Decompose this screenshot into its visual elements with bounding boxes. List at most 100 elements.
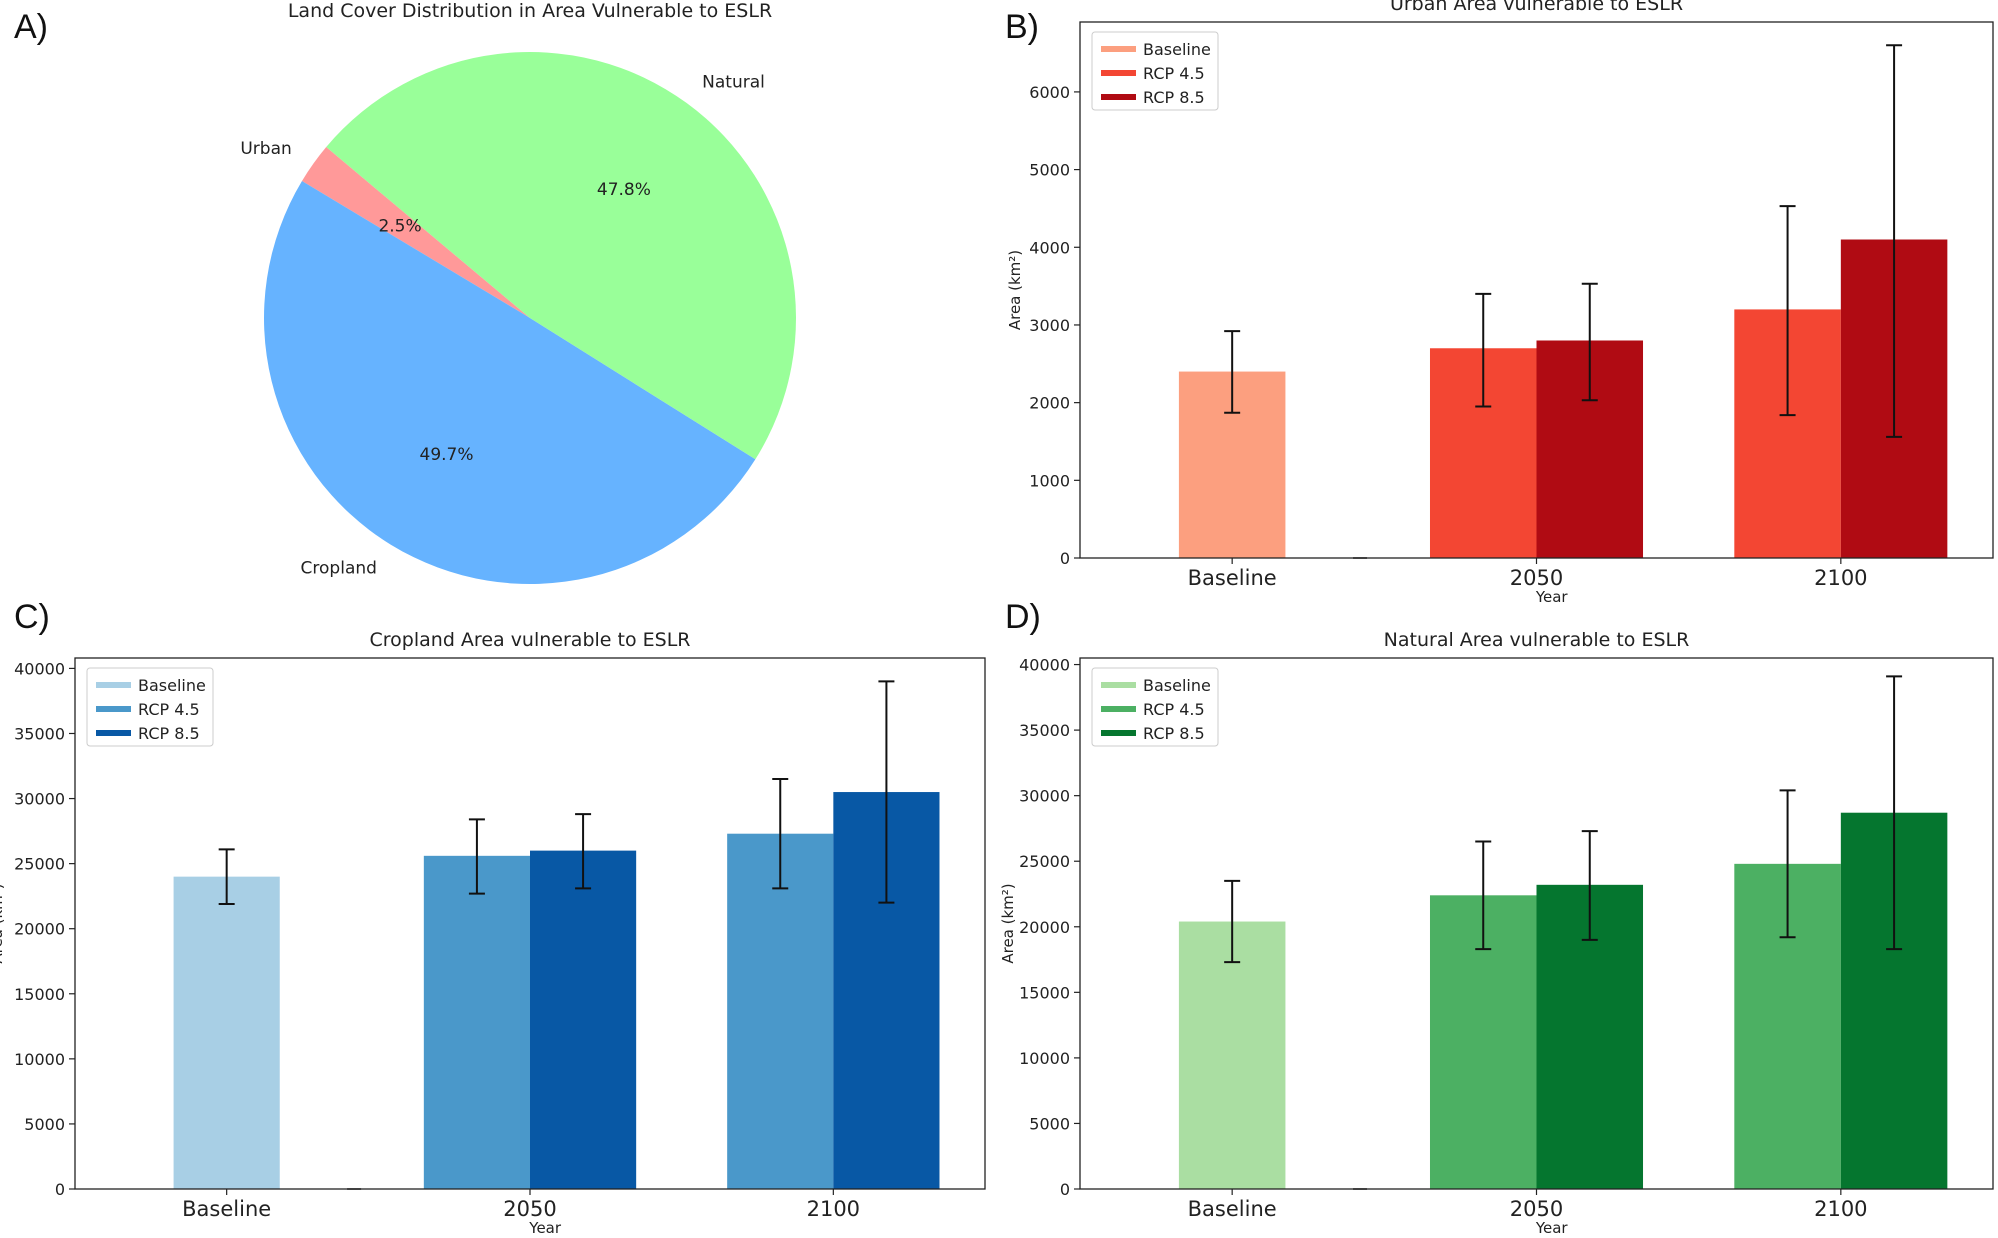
x-tick-label-2100: 2100 [1814,1197,1867,1221]
pie-chart: Land Cover Distribution in Area Vulnerab… [240,0,797,585]
x-axis-label: Year [528,1219,562,1237]
y-tick-label: 2000 [1029,394,1070,413]
legend-label-rcp-4-5: RCP 4.5 [1143,700,1205,719]
urban-bar-chart: Urban Area vulnerable to ESLR 0 1000 2000 30… [1006,0,1994,606]
y-tick-label: 35000 [1019,721,1070,740]
legend: Baseline RCP 4.5 RCP 8.5 [1091,667,1219,747]
pie-label-urban: Urban [240,139,291,159]
legend: Baseline RCP 4.5 RCP 8.5 [86,667,214,747]
x-tick-label-2100: 2100 [1814,566,1867,590]
legend-swatch-rcp-8-5 [96,730,131,736]
x-tick-label-baseline: Baseline [1188,566,1277,590]
bar-baseline-baseline [173,876,280,1189]
bar-rcp-4-5-2100 [727,833,834,1189]
y-tick-label: 15000 [14,985,65,1004]
legend-swatch-baseline [1101,46,1136,52]
error-bar-rcp-8-5-2100 [1886,44,1903,438]
y-tick-label: 1000 [1029,471,1070,490]
y-tick-label: 40000 [14,659,65,678]
pie-pct-cropland: 49.7% [420,445,474,465]
error-bar-rcp-8-5-2050 [1581,830,1598,941]
x-axis-label: Year [1535,1219,1569,1237]
panel-letter-c: C) [14,598,50,636]
legend-label-rcp-8-5: RCP 8.5 [138,724,200,743]
y-axis-label: Area (km²) [999,883,1017,963]
legend-label-baseline: Baseline [138,676,206,695]
y-tick-label: 20000 [14,920,65,939]
legend-swatch-rcp-4-5 [96,706,131,712]
y-tick-label: 20000 [1019,918,1070,937]
plot-frame [1079,657,1994,1190]
y-tick-label: 5000 [1029,1114,1070,1133]
error-bar-rcp-4-5-2100 [1779,205,1796,417]
y-tick-label: 6000 [1029,83,1070,102]
y-tick-label: 5000 [1029,161,1070,180]
legend-swatch-baseline [1101,682,1136,688]
chart-title: Urban Area vulnerable to ESLR [1390,0,1683,15]
legend-label-rcp-8-5: RCP 8.5 [1143,88,1205,107]
y-tick-label: 40000 [1019,656,1070,675]
y-tick-label: 10000 [14,1050,65,1069]
bar-rcp-8-5-2050 [530,850,637,1189]
natural-bar-chart: Natural Area vulnerable to ESLR 0 5000 1000… [999,629,1994,1237]
chart-title: Cropland Area vulnerable to ESLR [370,629,691,651]
legend-swatch-baseline [96,682,131,688]
error-bar-rcp-8-5-2100 [1886,675,1903,951]
error-bar-baseline-baseline [1224,330,1241,414]
bar-baseline-baseline [1178,921,1286,1189]
pie-label-natural: Natural [702,72,765,92]
legend-label-baseline: Baseline [1143,40,1211,59]
y-tick-label: 5000 [24,1115,65,1134]
legend-label-rcp-4-5: RCP 4.5 [138,700,200,719]
y-axis-label: Area (km²) [0,883,6,963]
y-tick-label: 0 [1060,1180,1070,1199]
legend-label-rcp-8-5: RCP 8.5 [1143,724,1205,743]
x-tick-label-2050: 2050 [1510,1197,1563,1221]
error-bar-baseline-baseline [1224,879,1241,964]
legend-swatch-rcp-8-5 [1101,94,1136,100]
panel-letter-a: A) [14,8,48,46]
pie-pct-natural: 47.8% [597,180,651,200]
legend-swatch-rcp-8-5 [1101,730,1136,736]
legend-label-rcp-4-5: RCP 4.5 [1143,64,1205,83]
error-bar-rcp-8-5-2100 [878,680,895,904]
error-bar-baseline-baseline [218,848,235,905]
x-tick-label-2050: 2050 [1510,566,1563,590]
legend: Baseline RCP 4.5 RCP 8.5 [1091,31,1219,111]
pie-pct-urban: 2.5% [378,216,421,236]
legend-swatch-rcp-4-5 [1101,706,1136,712]
panel-letter-b: B) [1005,8,1039,46]
x-tick-label-2100: 2100 [807,1197,860,1221]
pie-slice-natural [326,51,797,460]
error-bar-rcp-4-5-2050 [1475,840,1492,951]
error-bar-rcp-8-5-2050 [1581,282,1598,402]
y-tick-label: 15000 [1019,983,1070,1002]
pie-title: Land Cover Distribution in Area Vulnerab… [288,0,772,22]
plot-frame [74,657,986,1190]
error-bar-rcp-4-5-2050 [468,818,485,895]
x-axis-label: Year [1535,588,1569,606]
legend-swatch-rcp-4-5 [1101,70,1136,76]
y-axis-label: Area (km²) [1006,250,1024,330]
x-tick-label-baseline: Baseline [1188,1197,1277,1221]
y-tick-label: 4000 [1029,238,1070,257]
y-tick-label: 30000 [14,790,65,809]
y-tick-label: 35000 [14,724,65,743]
chart-title: Natural Area vulnerable to ESLR [1384,629,1690,651]
bar-rcp-4-5-2050 [423,855,530,1189]
y-tick-label: 25000 [14,855,65,874]
pie-slice-urban [301,147,530,318]
y-tick-label: 0 [1060,549,1070,568]
pie-label-cropland: Cropland [301,558,377,578]
x-tick-label-2050: 2050 [503,1197,556,1221]
y-tick-label: 0 [55,1180,65,1199]
error-bar-rcp-8-5-2050 [575,813,592,890]
cropland-bar-chart: Cropland Area vulnerable to ESLR 0 5000 100… [0,629,986,1237]
panel-letter-d: D) [1005,598,1041,636]
plot-frame [1079,21,1994,559]
legend-label-baseline: Baseline [1143,676,1211,695]
pie-slice-cropland [263,180,756,585]
error-bar-rcp-4-5-2100 [772,778,789,890]
y-tick-label: 3000 [1029,316,1070,335]
y-tick-label: 25000 [1019,852,1070,871]
